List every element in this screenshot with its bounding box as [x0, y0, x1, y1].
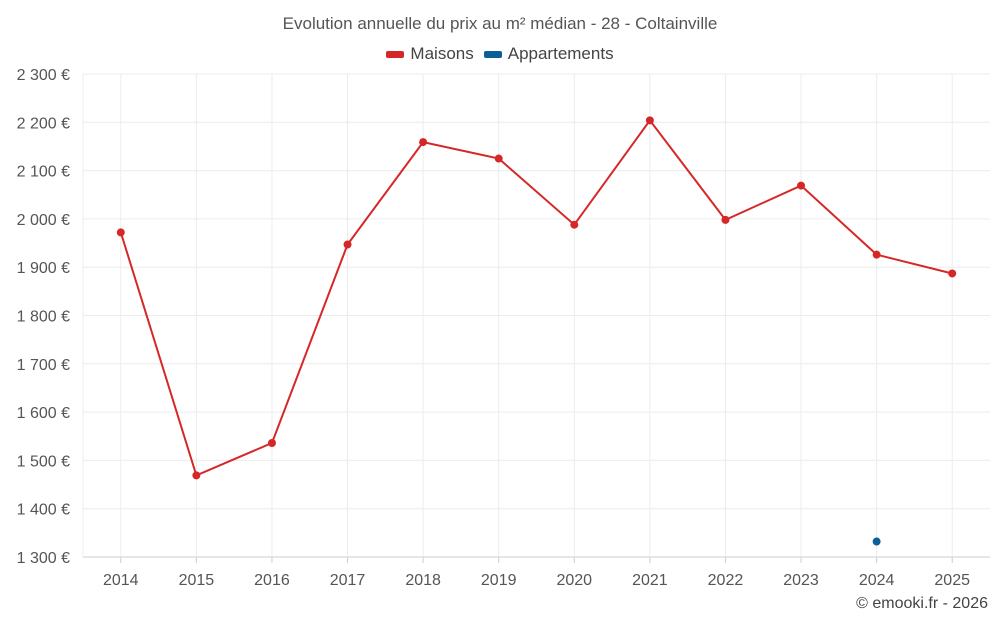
x-tick-label: 2016	[254, 572, 290, 589]
y-tick-label: 1 300 €	[17, 550, 70, 567]
y-tick-label: 1 400 €	[17, 502, 70, 519]
legend-label-maisons: Maisons	[410, 44, 474, 63]
x-tick-label: 2020	[556, 572, 592, 589]
data-point-maisons	[343, 240, 352, 249]
x-tick-label: 2022	[708, 572, 744, 589]
x-tick-label: 2014	[103, 572, 139, 589]
y-tick-label: 1 500 €	[17, 453, 70, 470]
legend-item-appartements[interactable]: Appartements	[483, 44, 614, 64]
copyright-footer: © emooki.fr - 2026	[856, 595, 988, 612]
data-point-maisons	[419, 138, 428, 147]
y-tick-label: 2 300 €	[17, 67, 70, 84]
data-point-maisons	[494, 154, 503, 163]
y-tick-label: 2 200 €	[17, 115, 70, 132]
legend-item-maisons[interactable]: Maisons	[386, 44, 474, 64]
data-point-maisons	[570, 220, 579, 229]
legend-swatch-appartements	[483, 50, 502, 58]
y-tick-label: 2 100 €	[17, 164, 70, 181]
legend-swatch-maisons	[386, 50, 405, 58]
x-tick-label: 2019	[481, 572, 517, 589]
x-tick-label: 2015	[179, 572, 215, 589]
x-tick-label: 2025	[934, 572, 970, 589]
chart-title: Evolution annuelle du prix au m² médian …	[282, 14, 718, 33]
x-tick-label: 2024	[859, 572, 895, 589]
chart-legend: Maisons Appartements	[0, 44, 1000, 64]
data-point-maisons	[116, 228, 125, 237]
data-point-maisons	[948, 269, 957, 278]
data-point-maisons	[872, 250, 881, 259]
y-tick-label: 2 000 €	[17, 212, 70, 229]
data-point-maisons	[797, 181, 806, 190]
data-point-maisons	[721, 215, 730, 224]
x-tick-label: 2023	[783, 572, 819, 589]
data-point-maisons	[645, 116, 654, 125]
y-tick-label: 1 700 €	[17, 357, 70, 374]
y-tick-label: 1 900 €	[17, 260, 70, 277]
data-point-maisons	[192, 471, 201, 480]
x-tick-label: 2017	[330, 572, 366, 589]
legend-label-appartements: Appartements	[507, 44, 614, 63]
y-tick-label: 1 600 €	[17, 405, 70, 422]
y-tick-label: 1 800 €	[17, 309, 70, 326]
x-tick-label: 2018	[405, 572, 441, 589]
data-point-appartements	[872, 537, 881, 546]
x-tick-label: 2021	[632, 572, 668, 589]
data-point-maisons	[267, 439, 276, 448]
series-line-maisons	[119, 118, 953, 477]
